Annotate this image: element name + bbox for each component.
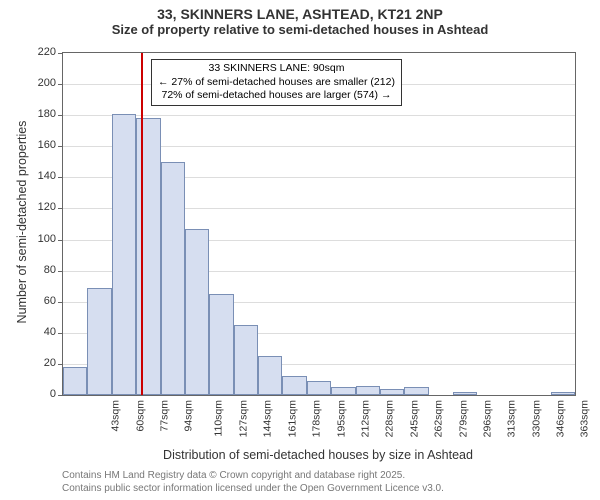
y-tick xyxy=(58,271,63,272)
footer-line2: Contains public sector information licen… xyxy=(62,483,444,494)
x-tick-label: 262sqm xyxy=(433,400,445,437)
y-tick-label: 0 xyxy=(26,388,56,400)
y-tick xyxy=(58,333,63,334)
x-tick-label: 296sqm xyxy=(481,400,493,437)
histogram-bar xyxy=(380,389,404,395)
y-tick xyxy=(58,53,63,54)
chart-container: 33, SKINNERS LANE, ASHTEAD, KT21 2NP Siz… xyxy=(0,0,600,500)
histogram-bar xyxy=(87,288,111,395)
histogram-bar xyxy=(136,118,160,395)
histogram-bar xyxy=(282,376,306,395)
x-tick-label: 77sqm xyxy=(158,400,170,432)
x-tick-label: 43sqm xyxy=(110,400,122,432)
x-tick-label: 363sqm xyxy=(579,400,591,437)
x-tick-label: 228sqm xyxy=(384,400,396,437)
y-tick xyxy=(58,146,63,147)
y-tick xyxy=(58,177,63,178)
histogram-bar xyxy=(356,386,380,395)
y-tick xyxy=(58,115,63,116)
y-tick-label: 20 xyxy=(26,357,56,369)
y-tick-label: 60 xyxy=(26,295,56,307)
x-tick-label: 245sqm xyxy=(408,400,420,437)
y-tick-label: 200 xyxy=(26,77,56,89)
x-tick-label: 313sqm xyxy=(506,400,518,437)
x-tick-label: 60sqm xyxy=(134,400,146,432)
annotation-line2: ← 27% of semi-detached houses are smalle… xyxy=(158,76,395,90)
y-tick-label: 140 xyxy=(26,170,56,182)
x-tick-label: 330sqm xyxy=(530,400,542,437)
x-tick-label: 110sqm xyxy=(212,400,224,437)
x-tick-label: 161sqm xyxy=(286,400,298,437)
x-tick-label: 94sqm xyxy=(183,400,195,432)
annotation-line3: 72% of semi-detached houses are larger (… xyxy=(158,89,395,103)
y-tick xyxy=(58,364,63,365)
y-tick-label: 40 xyxy=(26,326,56,338)
y-tick-label: 160 xyxy=(26,139,56,151)
y-tick-label: 220 xyxy=(26,46,56,58)
histogram-bar xyxy=(551,392,575,395)
histogram-bar xyxy=(185,229,209,395)
y-axis-label: Number of semi-detached properties xyxy=(15,92,29,352)
x-tick-label: 195sqm xyxy=(335,400,347,437)
y-tick xyxy=(58,208,63,209)
y-tick-label: 180 xyxy=(26,108,56,120)
annotation-box: 33 SKINNERS LANE: 90sqm ← 27% of semi-de… xyxy=(151,59,402,106)
histogram-bar xyxy=(331,387,355,395)
histogram-bar xyxy=(63,367,87,395)
y-tick xyxy=(58,395,63,396)
gridline xyxy=(63,115,575,116)
footer-line1: Contains HM Land Registry data © Crown c… xyxy=(62,470,405,481)
x-tick-label: 279sqm xyxy=(457,400,469,437)
x-tick-label: 127sqm xyxy=(237,400,249,437)
histogram-bar xyxy=(453,392,477,395)
histogram-bar xyxy=(404,387,428,395)
histogram-bar xyxy=(234,325,258,395)
y-tick xyxy=(58,84,63,85)
y-tick-label: 80 xyxy=(26,264,56,276)
x-axis-label: Distribution of semi-detached houses by … xyxy=(62,448,574,462)
y-tick-label: 100 xyxy=(26,233,56,245)
reference-marker-line xyxy=(141,53,143,395)
y-tick xyxy=(58,240,63,241)
histogram-bar xyxy=(307,381,331,395)
y-tick xyxy=(58,302,63,303)
histogram-bar xyxy=(209,294,233,395)
x-tick-label: 178sqm xyxy=(311,400,323,437)
chart-title: 33, SKINNERS LANE, ASHTEAD, KT21 2NP xyxy=(0,0,600,22)
x-tick-label: 144sqm xyxy=(262,400,274,437)
chart-subtitle: Size of property relative to semi-detach… xyxy=(0,22,600,37)
y-tick-label: 120 xyxy=(26,201,56,213)
annotation-line1: 33 SKINNERS LANE: 90sqm xyxy=(158,62,395,76)
histogram-bar xyxy=(112,114,136,395)
x-tick-label: 346sqm xyxy=(554,400,566,437)
histogram-bar xyxy=(161,162,185,395)
histogram-bar xyxy=(258,356,282,395)
plot-area: 33 SKINNERS LANE: 90sqm ← 27% of semi-de… xyxy=(62,52,576,396)
x-tick-label: 212sqm xyxy=(359,400,371,437)
